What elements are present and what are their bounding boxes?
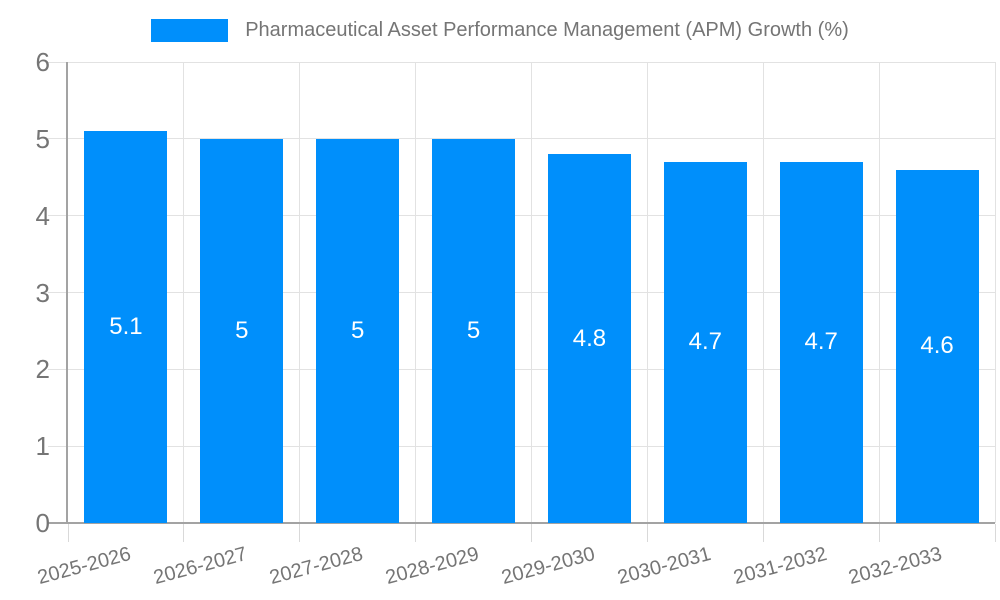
y-axis-label: 3 (35, 277, 50, 308)
x-axis-label: 2025-2026 (35, 543, 134, 590)
gridline-horizontal (48, 445, 995, 447)
x-axis-label: 2027-2028 (267, 543, 366, 590)
bar[interactable] (432, 138, 516, 523)
bar[interactable] (547, 154, 631, 523)
y-axis-label: 4 (35, 200, 50, 231)
bar-value-label: 4.6 (920, 332, 954, 360)
x-axis-tick (531, 524, 532, 542)
x-axis-label: 2031-2032 (730, 543, 829, 590)
bar-value-label: 5.1 (109, 313, 143, 341)
gridline-vertical (415, 62, 417, 523)
x-axis-tick (994, 524, 996, 542)
gridline-vertical (183, 62, 185, 523)
legend-marker-icon (151, 18, 229, 42)
bar-value-label: 5 (235, 316, 249, 344)
bar-value-label: 4.8 (572, 324, 607, 352)
bar[interactable] (200, 138, 284, 523)
x-axis-tick (183, 524, 185, 542)
x-axis-tick (646, 524, 648, 542)
x-axis-tick (67, 524, 69, 542)
bar-value-label: 5 (466, 316, 481, 344)
gridline-horizontal (48, 61, 995, 63)
legend-label: Pharmaceutical Asset Performance Managem… (245, 19, 849, 41)
x-axis-tick (878, 524, 880, 542)
gridline-horizontal (48, 215, 995, 217)
x-axis-baseline (48, 522, 995, 524)
x-axis-label: 2032-2033 (846, 543, 945, 590)
gridline-vertical (762, 62, 764, 523)
gridline-vertical (994, 62, 996, 523)
bar-value-label: 5 (351, 316, 365, 344)
gridline-vertical (531, 62, 532, 523)
gridline-horizontal (48, 368, 995, 370)
gridline-vertical (878, 62, 880, 523)
y-axis-label: 2 (35, 354, 50, 385)
x-axis-tick (762, 524, 764, 542)
legend[interactable]: Pharmaceutical Asset Performance Managem… (0, 17, 1000, 43)
y-axis-label: 6 (35, 47, 50, 77)
x-axis-label: 2029-2030 (499, 543, 598, 590)
x-axis-label: 2028-2029 (383, 543, 482, 590)
bar[interactable] (316, 138, 400, 523)
gridline-horizontal (48, 292, 995, 293)
bar-value-label: 4.7 (688, 328, 722, 356)
x-axis-tick (299, 524, 301, 542)
bar[interactable] (663, 161, 747, 523)
y-axis-label: 1 (35, 431, 50, 462)
x-axis-tick (415, 524, 417, 542)
x-axis-label: 2030-2031 (614, 543, 714, 590)
bar[interactable] (84, 131, 168, 523)
bar-value-label: 4.7 (804, 328, 838, 356)
bar[interactable] (895, 169, 979, 523)
y-axis-line (66, 62, 68, 523)
y-axis-label: 5 (35, 123, 50, 154)
x-axis-label: 2026-2027 (151, 543, 250, 590)
gridline-horizontal (48, 138, 995, 140)
y-axis-label: 0 (35, 508, 50, 538)
gridline-vertical (646, 62, 648, 523)
bar[interactable] (779, 161, 863, 523)
gridline-vertical (299, 62, 301, 523)
